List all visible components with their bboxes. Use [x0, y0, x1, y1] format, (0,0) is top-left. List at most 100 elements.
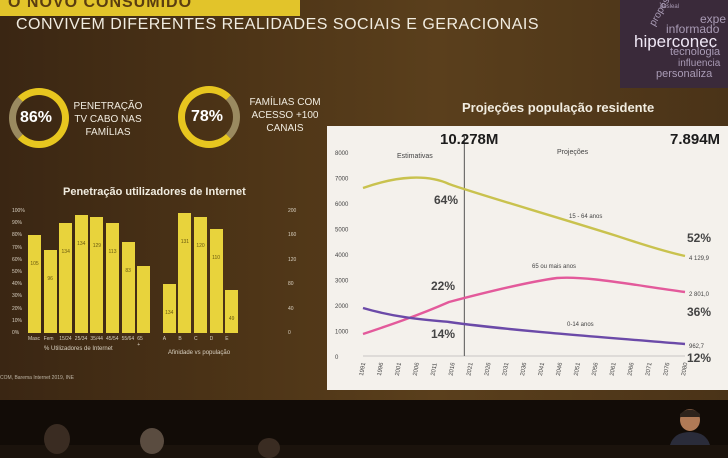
audience-head	[140, 428, 164, 454]
affinity-label: 113	[108, 249, 117, 256]
word-cloud-term: expe	[700, 12, 727, 26]
end-value: 2 801,0	[689, 292, 710, 298]
affinity-label: 134	[61, 249, 70, 256]
affinity-label: 96	[47, 276, 53, 283]
tv-cable-percent: 86%	[20, 109, 53, 126]
category-label: D	[209, 336, 214, 342]
end-percent: 12%	[687, 351, 711, 365]
end-value: 962,7	[689, 344, 705, 350]
start-percent: 64%	[434, 193, 458, 207]
internet-bar	[121, 241, 135, 333]
projections-label: Projeções	[557, 149, 589, 156]
y-tick: 4000	[335, 253, 349, 259]
word-cloud-term: hiperconec	[634, 32, 718, 51]
y-tick: 7000	[335, 177, 349, 183]
y-left-tick: 20%	[12, 305, 23, 312]
y-tick: 8000	[335, 151, 349, 157]
x-tick: 2006	[413, 362, 421, 377]
channels-percent: 78%	[191, 108, 224, 125]
banner-title: O NOVO CONSUMIDO	[8, 0, 193, 11]
word-cloud-term: personaliza	[656, 68, 713, 80]
y-right-tick: 0	[288, 330, 291, 336]
internet-bar	[90, 217, 104, 333]
audience-area	[0, 400, 728, 458]
affinity-label: 134	[165, 310, 174, 317]
series-line	[362, 306, 686, 346]
slide-subtitle: CONVIVEM DIFERENTES REALIDADES SOCIAIS E…	[16, 16, 539, 33]
affinity-label: 105	[30, 261, 39, 268]
y-tick: 5000	[335, 228, 349, 234]
category-label: 25/34	[74, 336, 88, 342]
y-right-tick: 120	[288, 256, 297, 263]
series-line	[362, 176, 686, 258]
affinity-label: 134	[77, 240, 86, 247]
x-tick: 2056	[592, 362, 600, 377]
y-right-tick: 200	[288, 208, 297, 214]
y-tick: 1000	[335, 330, 349, 336]
x-tick: 2080	[681, 362, 689, 377]
tv-cable-ring	[9, 88, 69, 148]
category-label: 55/64	[121, 336, 135, 342]
x-tick: 2061	[610, 362, 618, 377]
internet-bar	[74, 214, 88, 333]
projection-panel: 8000 7000 6000 5000 4000 3000 2000 1000 0 1991 199…	[327, 126, 728, 390]
category-label: 35/44	[90, 336, 103, 342]
series-name: 15 - 64 anos	[569, 214, 602, 220]
y-right-tick: 80	[288, 281, 294, 288]
internet-bar	[209, 229, 223, 333]
x-tick: 2046	[556, 362, 564, 377]
x-tick: 2021	[466, 362, 474, 377]
x-tick: 2001	[395, 362, 403, 377]
start-percent: 14%	[431, 327, 455, 341]
y-left-tick: 30%	[12, 293, 23, 300]
y-left-tick: 0%	[12, 330, 20, 336]
x-tick: 2051	[574, 362, 582, 377]
affinity-label: 49	[228, 316, 235, 323]
internet-bar	[137, 265, 151, 333]
estimates-label: Estimativas	[397, 153, 433, 160]
affinity-label: 110	[212, 255, 221, 262]
speaker	[670, 409, 710, 445]
y-tick: 0	[335, 355, 339, 361]
y-tick: 3000	[335, 279, 349, 285]
end-percent: 52%	[687, 231, 711, 245]
x-tick: 2076	[663, 362, 671, 377]
tv-cable-text: PENETRAÇÃO TV CABO NAS FAMÍLIAS	[73, 101, 143, 138]
category-label: Fem	[43, 336, 54, 342]
x-tick: 2011	[431, 362, 439, 376]
right-total: 7.894M	[670, 131, 721, 148]
category-label: Masc	[28, 336, 40, 342]
category-label: C	[194, 336, 198, 342]
end-percent: 36%	[687, 305, 711, 319]
internet-bar	[106, 223, 119, 333]
projection-title: Projeções população residente	[462, 100, 655, 115]
internet-chart-title: Penetração utilizadores de Internet	[63, 186, 246, 198]
channels-ring	[178, 86, 240, 148]
y-left-tick: 100%	[12, 208, 25, 214]
x-tick: 2036	[520, 362, 528, 377]
series-line	[362, 276, 686, 336]
series-name: 65 ou mais anos	[532, 264, 576, 270]
word-cloud-term: desleal	[660, 4, 680, 10]
y-left-tick: 80%	[12, 232, 23, 239]
x-tick: 2066	[627, 362, 635, 377]
affinity-label: 131	[180, 239, 190, 246]
series-name: 0-14 anos	[567, 322, 594, 328]
y-left-tick: 70%	[12, 244, 23, 251]
category-label: A	[162, 336, 167, 342]
category-label: 65 +	[137, 336, 143, 348]
top-banner: O NOVO CONSUMIDO	[0, 0, 300, 16]
category-label: B	[178, 336, 182, 342]
internet-bar	[194, 217, 207, 333]
y-tick: 6000	[335, 202, 349, 208]
y-right-tick: 160	[288, 232, 297, 239]
x-tick: 2016	[449, 362, 457, 377]
channels-text: FAMÍLIAS COM ACESSO +100 CANAIS	[249, 97, 321, 134]
start-percent: 22%	[431, 279, 455, 293]
word-cloud-term: informado	[666, 22, 720, 36]
source-footer: COM, Barema Internet 2019, INE	[0, 375, 74, 381]
internet-xlabel: Afinidade vs população	[168, 350, 231, 356]
y-left-tick: 90%	[12, 220, 23, 227]
internet-bar	[178, 213, 192, 333]
